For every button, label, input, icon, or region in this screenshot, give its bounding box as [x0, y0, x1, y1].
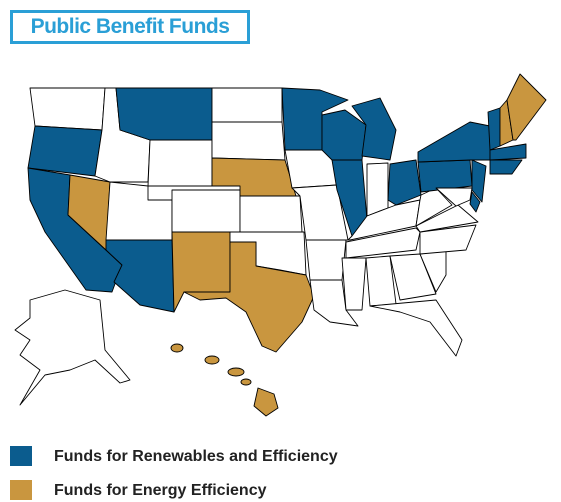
state	[469, 191, 481, 213]
state	[321, 109, 367, 161]
state	[171, 189, 241, 233]
state	[29, 87, 106, 131]
state	[345, 227, 421, 259]
state	[487, 107, 501, 151]
state	[305, 239, 347, 281]
state	[211, 121, 286, 161]
state	[435, 187, 473, 207]
state	[489, 143, 527, 161]
state	[14, 289, 131, 406]
state	[347, 199, 421, 241]
state	[471, 159, 487, 203]
map-title: Public Benefit Funds	[10, 10, 250, 44]
state	[369, 299, 463, 357]
state	[419, 224, 477, 255]
state	[115, 87, 213, 141]
state	[170, 343, 184, 353]
state	[506, 73, 547, 141]
state	[227, 367, 245, 377]
legend-label: Funds for Energy Efficiency	[54, 482, 267, 499]
state	[204, 355, 220, 365]
state	[253, 387, 279, 417]
state	[309, 279, 359, 327]
state	[27, 125, 103, 177]
state	[239, 195, 303, 233]
state	[183, 241, 315, 353]
state	[240, 378, 252, 386]
state	[211, 87, 283, 123]
state	[417, 121, 491, 163]
states	[14, 73, 547, 417]
state	[105, 181, 173, 241]
state	[417, 159, 473, 193]
state	[147, 139, 213, 187]
legend-swatch	[10, 446, 32, 466]
legend-label: Funds for Renewables and Efficiency	[54, 448, 338, 465]
state	[351, 97, 397, 161]
state	[341, 257, 367, 311]
state	[387, 159, 422, 206]
state	[415, 204, 479, 233]
state	[366, 162, 389, 217]
state	[489, 159, 523, 175]
legend-swatch	[10, 480, 32, 500]
